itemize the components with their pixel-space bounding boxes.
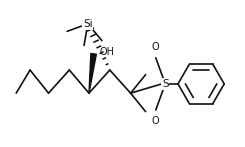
Text: Si: Si <box>83 19 93 29</box>
Text: S: S <box>162 79 169 89</box>
Text: O: O <box>152 42 159 52</box>
Text: O: O <box>152 116 159 126</box>
Polygon shape <box>89 54 96 93</box>
Text: OH: OH <box>99 47 114 57</box>
